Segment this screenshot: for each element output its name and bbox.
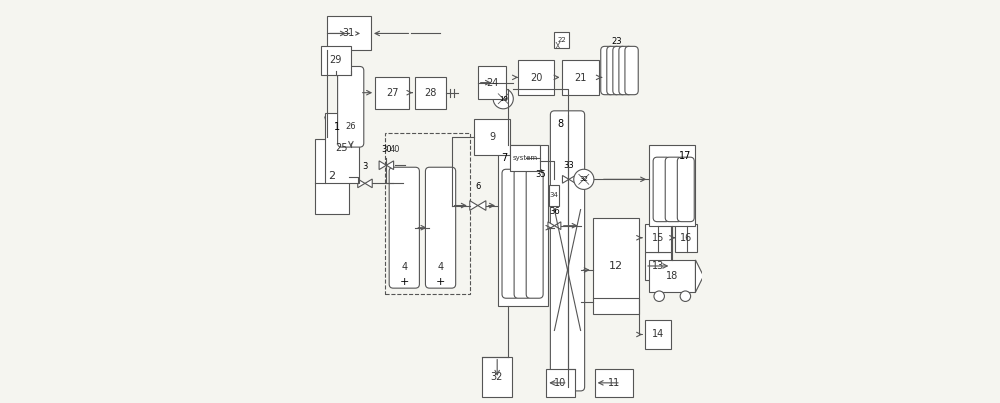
- Text: 16: 16: [680, 233, 693, 243]
- Bar: [498, 145, 548, 306]
- Polygon shape: [478, 201, 486, 210]
- Text: 14: 14: [652, 330, 664, 339]
- Text: 30: 30: [381, 145, 392, 154]
- Text: 27: 27: [386, 88, 398, 98]
- Text: 9: 9: [489, 132, 495, 142]
- Text: 18: 18: [666, 271, 678, 281]
- Text: 4: 4: [401, 262, 407, 272]
- Text: 20: 20: [530, 73, 542, 83]
- Text: 26: 26: [345, 122, 356, 131]
- Bar: [554, 32, 569, 48]
- Text: 19: 19: [499, 96, 508, 102]
- Bar: [415, 77, 446, 109]
- Text: system: system: [513, 155, 538, 161]
- Text: 4: 4: [437, 262, 444, 272]
- Bar: [562, 60, 599, 95]
- Bar: [474, 119, 510, 155]
- Polygon shape: [325, 117, 349, 137]
- Bar: [327, 16, 371, 50]
- Circle shape: [574, 169, 594, 189]
- Bar: [649, 145, 695, 226]
- Bar: [645, 252, 671, 280]
- Text: 34: 34: [550, 193, 559, 198]
- Bar: [595, 369, 633, 397]
- Bar: [325, 113, 359, 183]
- Bar: [645, 320, 671, 349]
- Polygon shape: [365, 179, 372, 188]
- Bar: [321, 46, 351, 75]
- Text: 1: 1: [334, 122, 340, 132]
- FancyBboxPatch shape: [601, 46, 614, 95]
- FancyBboxPatch shape: [526, 169, 543, 298]
- Bar: [546, 369, 575, 397]
- Polygon shape: [569, 175, 575, 183]
- Text: 31: 31: [343, 28, 355, 38]
- Text: 25: 25: [336, 143, 348, 153]
- Bar: [385, 133, 470, 294]
- Text: 23: 23: [612, 37, 622, 46]
- Polygon shape: [379, 161, 386, 170]
- Text: 13: 13: [652, 261, 664, 271]
- Text: 32: 32: [491, 372, 503, 382]
- Polygon shape: [554, 222, 561, 230]
- Text: 22: 22: [557, 37, 566, 43]
- Bar: [593, 218, 639, 314]
- FancyBboxPatch shape: [619, 46, 632, 95]
- FancyBboxPatch shape: [653, 157, 670, 222]
- FancyBboxPatch shape: [613, 46, 626, 95]
- FancyBboxPatch shape: [607, 46, 620, 95]
- FancyBboxPatch shape: [502, 169, 519, 298]
- FancyBboxPatch shape: [425, 167, 456, 288]
- Text: 21: 21: [574, 73, 587, 83]
- Polygon shape: [358, 179, 365, 188]
- Text: 11: 11: [608, 378, 620, 388]
- Text: +: +: [400, 277, 409, 287]
- Text: 7: 7: [501, 153, 507, 163]
- FancyBboxPatch shape: [665, 157, 682, 222]
- Polygon shape: [548, 222, 554, 230]
- Polygon shape: [386, 161, 394, 170]
- Polygon shape: [562, 175, 569, 183]
- FancyBboxPatch shape: [514, 169, 531, 298]
- Bar: [375, 77, 409, 109]
- Text: 2: 2: [328, 171, 335, 181]
- FancyBboxPatch shape: [625, 46, 638, 95]
- Bar: [649, 260, 695, 292]
- FancyBboxPatch shape: [677, 157, 694, 222]
- Bar: [518, 60, 554, 95]
- Text: 35: 35: [535, 170, 546, 179]
- Text: 36: 36: [549, 207, 560, 216]
- Bar: [482, 357, 512, 397]
- Text: 3: 3: [362, 162, 368, 171]
- Text: 29: 29: [330, 56, 342, 65]
- Bar: [549, 185, 559, 206]
- Text: 33: 33: [564, 161, 574, 170]
- Circle shape: [493, 89, 513, 109]
- Bar: [478, 66, 506, 99]
- Polygon shape: [695, 260, 704, 292]
- Text: +: +: [436, 277, 445, 287]
- FancyBboxPatch shape: [550, 111, 585, 391]
- Polygon shape: [470, 201, 478, 210]
- Text: 40: 40: [389, 145, 400, 154]
- Text: 28: 28: [424, 88, 437, 98]
- Text: 8: 8: [557, 119, 564, 129]
- Text: 17: 17: [679, 151, 691, 161]
- Text: 15: 15: [652, 233, 664, 243]
- Text: 10: 10: [554, 378, 567, 388]
- Bar: [315, 139, 349, 214]
- Text: 6: 6: [475, 183, 481, 191]
- Circle shape: [680, 291, 691, 301]
- Bar: [675, 224, 697, 252]
- Bar: [645, 224, 671, 252]
- FancyBboxPatch shape: [389, 167, 419, 288]
- Text: 32: 32: [579, 177, 588, 182]
- Circle shape: [654, 291, 664, 301]
- Text: X: X: [554, 42, 560, 51]
- Text: 12: 12: [609, 261, 623, 271]
- Bar: [510, 145, 540, 171]
- FancyBboxPatch shape: [338, 66, 364, 147]
- Text: 24: 24: [486, 78, 498, 87]
